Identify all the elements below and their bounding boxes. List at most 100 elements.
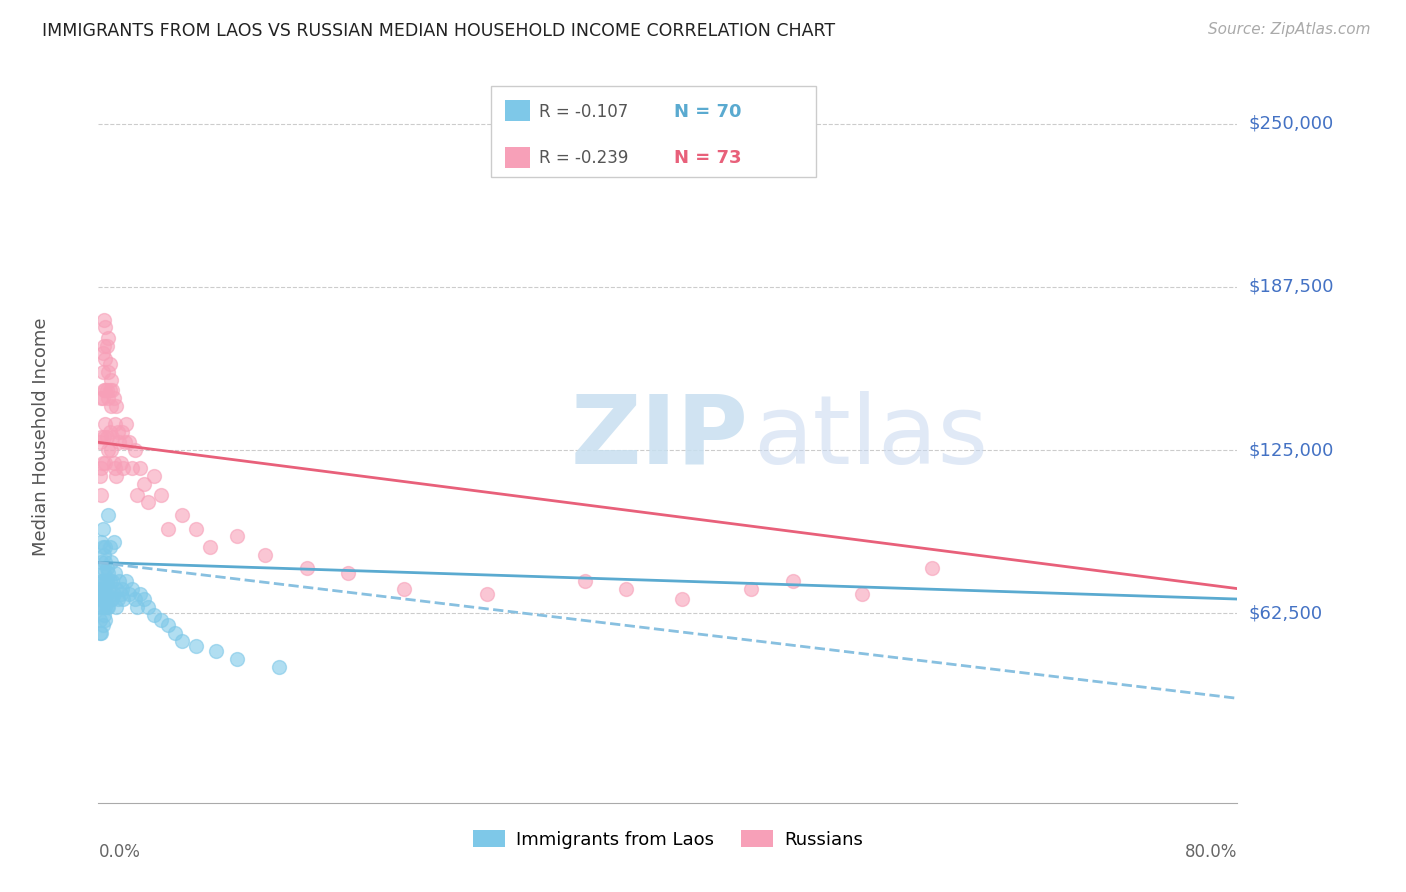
Point — [121, 582, 143, 596]
Point — [97, 391, 120, 405]
Point — [98, 574, 121, 588]
Point — [129, 587, 152, 601]
Point — [124, 443, 146, 458]
Point — [111, 582, 134, 596]
FancyBboxPatch shape — [505, 147, 530, 168]
Point — [851, 587, 873, 601]
Point — [91, 365, 114, 379]
Point — [134, 477, 156, 491]
Point — [96, 338, 118, 352]
Point — [96, 574, 118, 588]
Point — [93, 312, 115, 326]
Point — [295, 560, 318, 574]
Point — [110, 456, 132, 470]
Point — [94, 613, 117, 627]
Point — [91, 521, 114, 535]
Point — [104, 417, 127, 431]
Point — [101, 574, 124, 588]
Point — [184, 639, 207, 653]
Point — [105, 469, 128, 483]
Point — [143, 607, 166, 622]
Point — [94, 417, 117, 431]
Text: N = 70: N = 70 — [673, 103, 741, 120]
Text: Median Household Income: Median Household Income — [32, 318, 51, 557]
Text: Source: ZipAtlas.com: Source: ZipAtlas.com — [1208, 22, 1371, 37]
Point — [184, 521, 207, 535]
Text: 0.0%: 0.0% — [98, 843, 141, 861]
Point — [93, 566, 115, 580]
Point — [89, 613, 111, 627]
FancyBboxPatch shape — [491, 86, 815, 178]
Point — [101, 430, 124, 444]
Point — [91, 346, 114, 360]
Point — [97, 508, 120, 523]
Point — [127, 599, 149, 614]
Point — [105, 599, 128, 614]
Point — [671, 592, 693, 607]
Point — [97, 599, 120, 614]
Point — [149, 487, 172, 501]
Point — [98, 357, 121, 371]
Point — [90, 592, 112, 607]
Legend: Immigrants from Laos, Russians: Immigrants from Laos, Russians — [465, 823, 870, 856]
Point — [103, 587, 125, 601]
Point — [91, 560, 114, 574]
Point — [115, 574, 138, 588]
Point — [103, 391, 125, 405]
Point — [90, 461, 112, 475]
Point — [90, 587, 112, 601]
Text: N = 73: N = 73 — [673, 149, 741, 167]
Text: atlas: atlas — [754, 391, 988, 483]
Point — [93, 430, 115, 444]
Point — [129, 461, 152, 475]
Point — [170, 508, 193, 523]
Point — [110, 587, 132, 601]
Point — [100, 592, 122, 607]
Point — [93, 383, 115, 397]
Point — [93, 592, 115, 607]
Point — [112, 592, 135, 607]
Point — [104, 566, 127, 580]
Text: R = -0.107: R = -0.107 — [538, 103, 628, 120]
Point — [156, 521, 179, 535]
Point — [107, 592, 129, 607]
Point — [100, 373, 122, 387]
Point — [108, 435, 131, 450]
Point — [124, 592, 146, 607]
Point — [111, 425, 134, 439]
Point — [105, 399, 128, 413]
Point — [226, 652, 249, 666]
Point — [90, 626, 112, 640]
Point — [98, 540, 121, 554]
Point — [614, 582, 637, 596]
Point — [91, 618, 114, 632]
Point — [138, 599, 160, 614]
Point — [97, 582, 120, 596]
Point — [97, 443, 120, 458]
Point — [156, 618, 179, 632]
Point — [100, 443, 122, 458]
Point — [91, 587, 114, 601]
Point — [921, 560, 943, 574]
Point — [100, 556, 122, 570]
Point — [134, 592, 156, 607]
Point — [91, 574, 114, 588]
Point — [96, 599, 118, 614]
Point — [96, 383, 118, 397]
Point — [254, 548, 277, 562]
Point — [103, 456, 125, 470]
Point — [91, 599, 114, 614]
Point — [392, 582, 415, 596]
Text: $187,500: $187,500 — [1249, 278, 1334, 296]
Point — [94, 383, 117, 397]
Point — [118, 587, 141, 601]
Point — [98, 383, 121, 397]
Point — [149, 613, 172, 627]
Point — [93, 607, 115, 622]
Text: $125,000: $125,000 — [1249, 442, 1334, 459]
Point — [94, 320, 117, 334]
Point — [107, 425, 129, 439]
Point — [477, 587, 499, 601]
Point — [93, 338, 115, 352]
Point — [96, 587, 118, 601]
